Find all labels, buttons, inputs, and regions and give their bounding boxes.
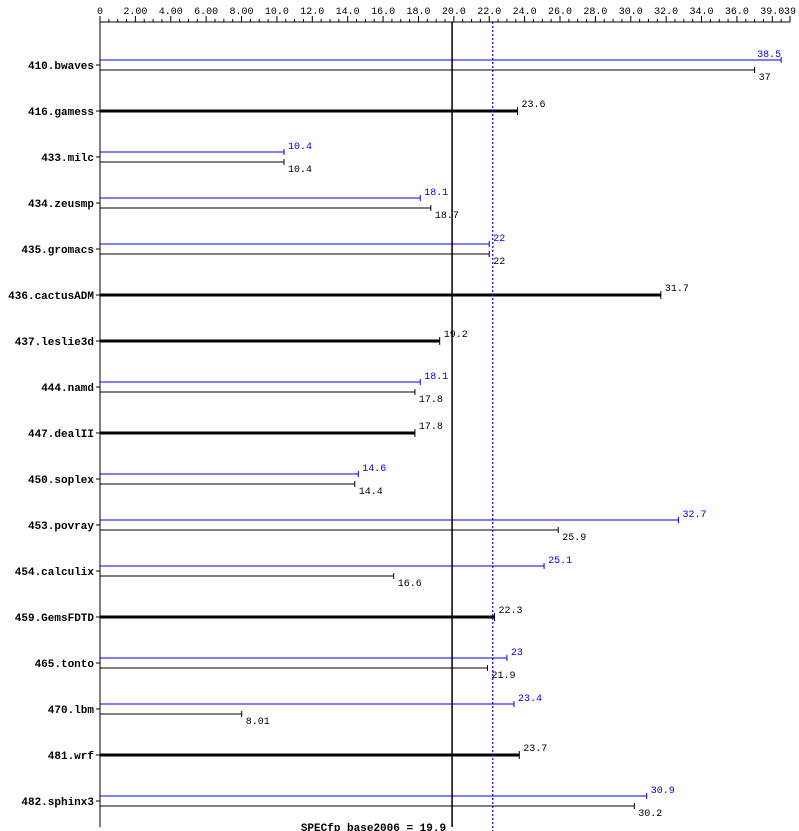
x-tick-label: 28.0	[583, 7, 607, 18]
base-value: 22.3	[499, 606, 523, 617]
peak-value: 22	[493, 234, 505, 245]
x-tick-label: 32.0	[654, 7, 678, 18]
x-tick-label: 0	[97, 7, 103, 18]
benchmark-label: 437.leslie3d	[15, 337, 94, 349]
base-value: 14.4	[359, 487, 383, 498]
base-value: 8.01	[246, 717, 270, 728]
base-value: 19.2	[444, 330, 468, 341]
base-value: 30.2	[638, 809, 662, 820]
benchmark-label: 450.soplex	[28, 475, 94, 487]
benchmark-label: 434.zeusmp	[28, 199, 94, 211]
benchmark-label: 436.cactusADM	[8, 291, 94, 303]
peak-value: 10.4	[288, 142, 312, 153]
benchmark-label: 447.dealII	[28, 429, 94, 441]
benchmark-label: 481.wrf	[48, 751, 95, 763]
spec-benchmark-chart: 0 2.00 4.00 6.00 8.00 10.0 12.0 14.0 16.0 18.0 20.…	[0, 0, 799, 831]
benchmark-label: 444.namd	[41, 383, 94, 395]
base-value: 21.9	[491, 671, 515, 682]
base-summary-label: SPECfp_base2006 = 19.9	[301, 823, 446, 831]
x-tick-label: 18.0	[406, 7, 430, 18]
x-tick-label: 39	[784, 7, 796, 18]
x-tick-label: 26.0	[548, 7, 572, 18]
base-value: 25.9	[562, 533, 586, 544]
peak-value: 25.1	[548, 556, 572, 567]
base-value: 16.6	[398, 579, 422, 590]
x-tick-label: 6.00	[194, 7, 218, 18]
peak-value: 32.7	[683, 510, 707, 521]
x-tick-label: 36.0	[725, 7, 749, 18]
benchmark-label: 435.gromacs	[21, 245, 94, 257]
peak-value: 18.1	[424, 188, 448, 199]
x-tick-label: 14.0	[336, 7, 360, 18]
peak-value: 23	[511, 648, 523, 659]
benchmark-label: 453.povray	[28, 521, 94, 533]
x-tick-label: 22.0	[477, 7, 501, 18]
x-tick-label: 10.0	[265, 7, 289, 18]
x-tick-label: 2.00	[123, 7, 147, 18]
base-value: 18.7	[435, 211, 459, 222]
peak-value: 14.6	[362, 464, 386, 475]
benchmark-label: 416.gamess	[28, 107, 94, 119]
benchmark-label: 410.bwaves	[28, 61, 94, 73]
peak-value: 30.9	[651, 786, 675, 797]
x-tick-label: 24.0	[513, 7, 537, 18]
benchmark-label: 465.tonto	[35, 659, 95, 671]
x-tick-label: 4.00	[159, 7, 183, 18]
benchmark-label: 482.sphinx3	[21, 797, 94, 809]
peak-value: 38.5	[757, 50, 781, 61]
x-tick-label: 12.0	[300, 7, 324, 18]
benchmark-label: 433.milc	[41, 153, 94, 165]
benchmark-label: 470.lbm	[48, 705, 95, 717]
x-tick-label: 34.0	[690, 7, 714, 18]
x-tick-label: 30.0	[619, 7, 643, 18]
base-value: 31.7	[665, 284, 689, 295]
base-value: 23.6	[522, 100, 546, 111]
peak-value: 23.4	[518, 694, 542, 705]
base-value: 37	[759, 73, 771, 84]
x-tick-label: 20.0	[442, 7, 466, 18]
base-value: 22	[493, 257, 505, 268]
base-value: 23.7	[523, 744, 547, 755]
x-tick-label: 39.0	[760, 7, 784, 18]
base-value: 17.8	[419, 422, 443, 433]
base-value: 17.8	[419, 395, 443, 406]
peak-value: 18.1	[424, 372, 448, 383]
benchmark-label: 454.calculix	[15, 567, 95, 579]
benchmark-label: 459.GemsFDTD	[15, 613, 95, 625]
base-value: 10.4	[288, 165, 312, 176]
x-tick-label: 8.00	[230, 7, 254, 18]
x-tick-label: 16.0	[371, 7, 395, 18]
